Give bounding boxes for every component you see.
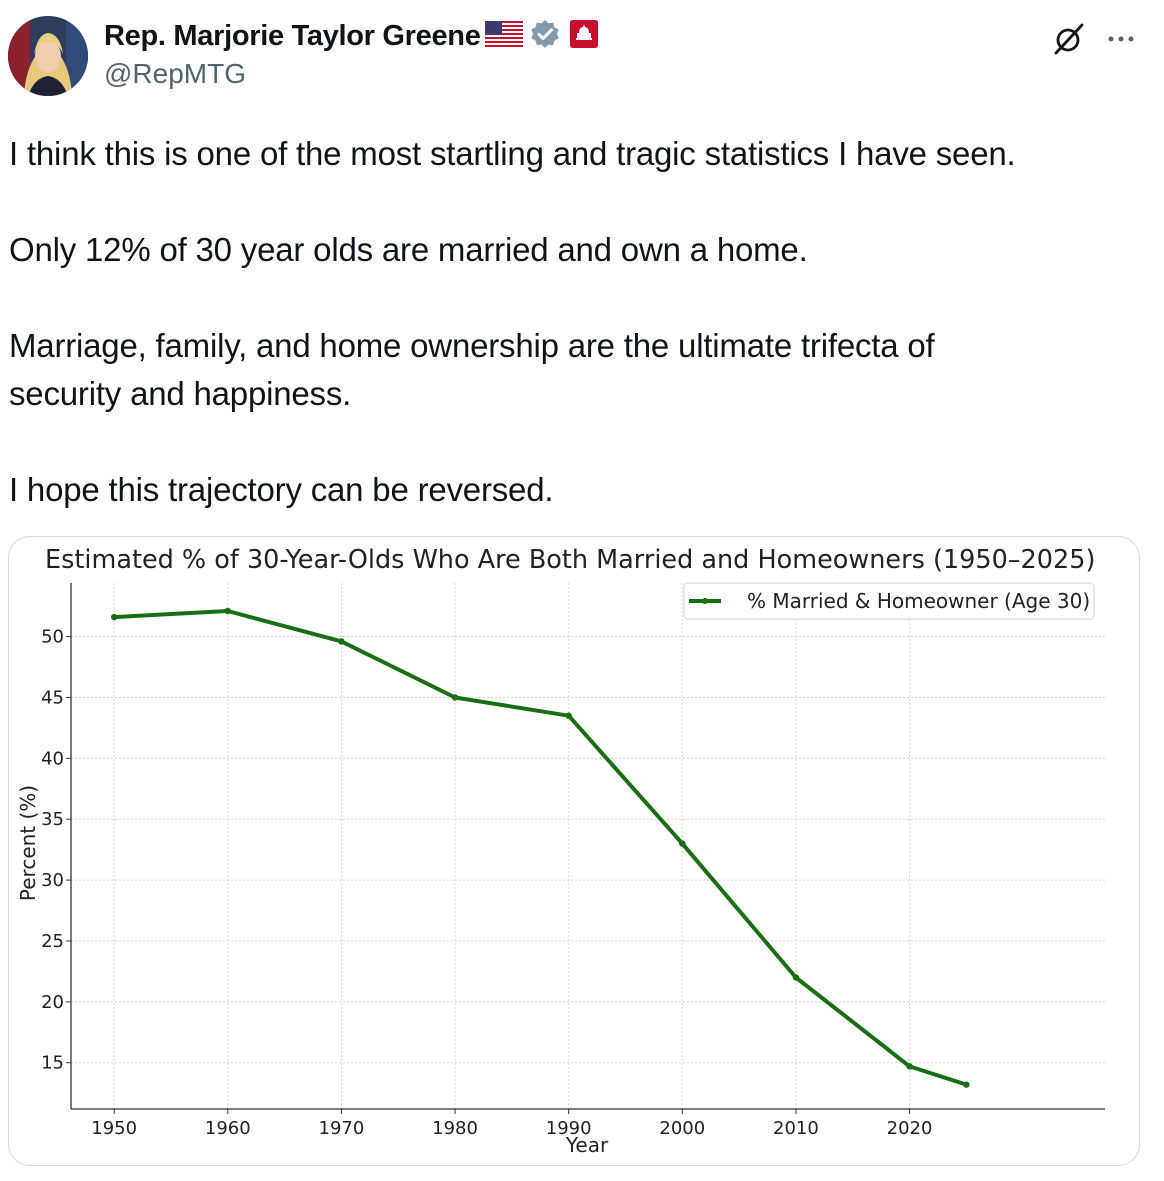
y-tick-label: 35 bbox=[41, 809, 64, 830]
capitol-affiliation-icon[interactable] bbox=[568, 18, 599, 54]
avatar-image bbox=[8, 16, 88, 96]
chart-title: Estimated % of 30-Year-Olds Who Are Both… bbox=[45, 545, 1095, 575]
legend-marker bbox=[702, 598, 708, 604]
more-options-icon[interactable] bbox=[1104, 22, 1138, 56]
tweet-line: security and happiness. bbox=[9, 375, 352, 412]
y-axis-label: Percent (%) bbox=[16, 785, 40, 901]
legend-label: % Married & Homeowner (Age 30) bbox=[747, 589, 1090, 613]
x-tick-label: 1960 bbox=[205, 1118, 251, 1139]
series-line bbox=[112, 609, 969, 1087]
data-point bbox=[906, 1063, 913, 1070]
x-axis-label: Year bbox=[565, 1133, 609, 1157]
x-tick-label: 1990 bbox=[546, 1118, 592, 1139]
y-tick-label: 25 bbox=[41, 931, 64, 952]
line-chart: 1950 1960 1970 1980 1990 2000 2010 2020 15 20 25 30… bbox=[16, 545, 1105, 1157]
x-tick-label: 1950 bbox=[91, 1118, 137, 1139]
grok-icon[interactable] bbox=[1052, 22, 1086, 56]
y-tick-label: 45 bbox=[41, 687, 64, 708]
data-point bbox=[110, 613, 118, 621]
tweet-line: Only 12% of 30 year olds are married and… bbox=[9, 231, 808, 268]
author-display-name[interactable]: Rep. Marjorie Taylor Greene bbox=[104, 19, 481, 52]
x-tick-label: 2010 bbox=[773, 1118, 819, 1139]
media-card[interactable]: 1950 1960 1970 1980 1990 2000 2010 2020 15 20 25 30… bbox=[8, 536, 1140, 1166]
author-name-row: Rep. Marjorie Taylor Greene bbox=[104, 18, 599, 54]
verified-badge-icon[interactable] bbox=[529, 18, 561, 55]
chart-legend: % Married & Homeowner (Age 30) bbox=[683, 582, 1095, 620]
tweet-text: I think this is one of the most startlin… bbox=[9, 130, 1149, 514]
data-point bbox=[792, 974, 800, 981]
tweet-line: Marriage, family, and home ownership are… bbox=[9, 327, 935, 364]
y-tick-label: 50 bbox=[41, 627, 64, 648]
chart-series bbox=[110, 607, 970, 1088]
data-point bbox=[565, 712, 572, 719]
x-tick-label: 1980 bbox=[432, 1118, 478, 1139]
author-avatar[interactable] bbox=[8, 16, 88, 96]
data-point bbox=[451, 694, 459, 701]
x-tick-label: 2000 bbox=[659, 1118, 705, 1139]
x-tick-label: 1970 bbox=[319, 1118, 365, 1139]
tweet-line: I think this is one of the most startlin… bbox=[9, 135, 1016, 172]
data-point bbox=[679, 840, 686, 847]
data-point bbox=[338, 638, 345, 645]
data-point bbox=[224, 607, 232, 615]
chart-grid bbox=[71, 583, 1105, 1109]
y-tick-label: 20 bbox=[41, 992, 64, 1013]
x-tick-label: 2020 bbox=[887, 1118, 933, 1139]
author-handle[interactable]: @RepMTG bbox=[104, 58, 246, 89]
chart-axes: 1950 1960 1970 1980 1990 2000 2010 2020 15 20 25 30… bbox=[41, 583, 1105, 1139]
y-tick-label: 40 bbox=[41, 748, 64, 769]
tweet-line: I hope this trajectory can be reversed. bbox=[9, 471, 554, 508]
y-tick-label: 15 bbox=[41, 1053, 64, 1074]
data-point bbox=[963, 1081, 970, 1088]
us-flag-icon bbox=[484, 20, 524, 52]
y-tick-label: 30 bbox=[41, 870, 64, 891]
